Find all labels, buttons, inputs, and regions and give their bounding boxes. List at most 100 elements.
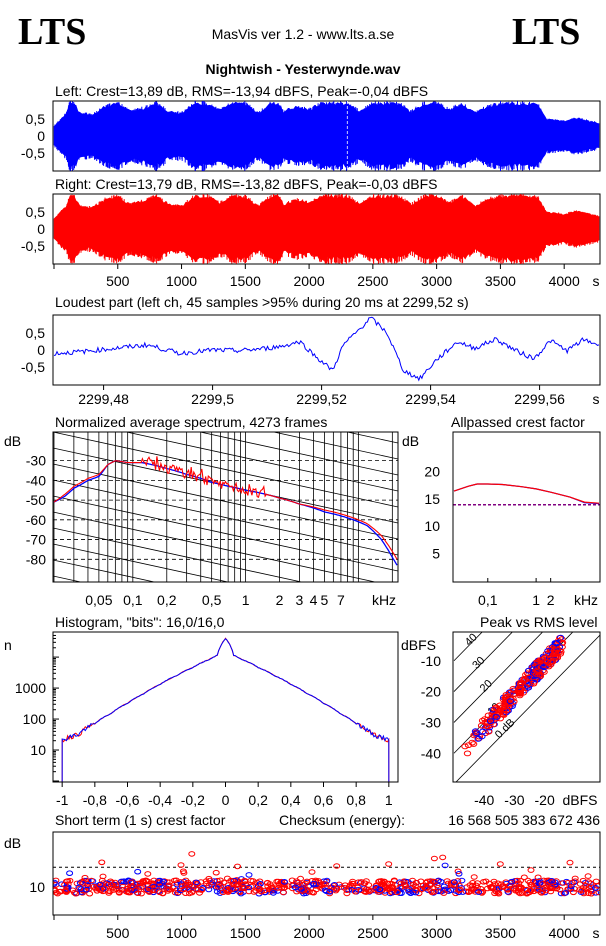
spectrum-plot: -30 -40 -50 -60 -70 -80 0,05 0,1 0,2 0,5 1 2 3 4 5 7 k… xyxy=(26,431,399,715)
x-tick-label: 4000 xyxy=(549,273,580,289)
x-tick-label: 1500 xyxy=(230,925,261,941)
spectrum-slope-line xyxy=(53,640,398,715)
x-tick-label: 3500 xyxy=(485,925,516,941)
x-unit: s xyxy=(593,391,600,407)
crest-point xyxy=(159,878,167,885)
crest-point xyxy=(548,878,556,884)
x-tick-label: 3000 xyxy=(421,925,452,941)
crest-point xyxy=(539,886,547,892)
spectrum-slope-line xyxy=(53,527,304,582)
lts-logo-left: LTS xyxy=(18,11,86,53)
x-tick-label: 2299,54 xyxy=(405,391,456,407)
left-waveform-frame xyxy=(52,100,601,172)
spectrum-slope-line xyxy=(53,511,377,582)
crest-point xyxy=(559,880,567,886)
peak-rms-point xyxy=(536,671,544,678)
crest-point xyxy=(295,879,303,886)
crest-point xyxy=(234,863,241,870)
crest-point xyxy=(245,888,253,895)
crest-point xyxy=(303,878,311,885)
crest-point xyxy=(188,889,196,896)
x-tick-label: 500 xyxy=(106,273,130,289)
x-tick-label: 1500 xyxy=(230,273,261,289)
spectrum-slope-line xyxy=(53,463,398,540)
x-tick-label: 2 xyxy=(547,592,555,608)
crest-point xyxy=(180,870,188,876)
peak-rms-point xyxy=(502,707,511,714)
peak-rms-point xyxy=(517,681,525,688)
crest-point xyxy=(576,881,584,887)
crest-point xyxy=(494,880,502,887)
y-tick: -0,5 xyxy=(21,145,45,161)
x-tick-label: 2 xyxy=(276,592,284,608)
x-tick-label: -0,4 xyxy=(148,792,172,808)
crest-point xyxy=(534,874,542,881)
crest-point xyxy=(77,886,85,892)
crest-point xyxy=(90,883,98,890)
crest-point xyxy=(240,884,248,891)
crest-point xyxy=(405,889,413,895)
short-term-frame xyxy=(52,831,601,916)
crest-point xyxy=(360,880,368,886)
crest-point xyxy=(584,873,592,879)
x-tick-label: kHz xyxy=(574,592,598,608)
spectrum-title: Normalized average spectrum, 4273 frames xyxy=(55,414,327,430)
crest-point xyxy=(144,871,152,877)
peak-rms-point xyxy=(464,742,473,748)
peak-rms-point xyxy=(540,664,548,671)
crest-point xyxy=(462,888,470,895)
short-term-plot: 10 500 1000 1500 2000 2500 3000 3500 4000 s xyxy=(29,831,601,941)
x-tick-label: 4 xyxy=(310,592,318,608)
diagonal-label: 0 dB xyxy=(493,717,517,741)
x-tick-label: 3500 xyxy=(485,273,516,289)
y-tick-label: -40 xyxy=(26,472,46,488)
x-tick-label: -40 xyxy=(474,792,494,808)
crest-point xyxy=(188,883,196,889)
crest-point xyxy=(61,882,69,888)
peak-rms-point xyxy=(532,671,541,678)
crest-point xyxy=(205,886,213,893)
histogram-series-line xyxy=(61,638,390,782)
peak-rms-point xyxy=(472,730,480,737)
crest-point xyxy=(343,887,351,894)
y-tick: 0 xyxy=(37,221,45,237)
crest-point xyxy=(275,882,283,889)
crest-point xyxy=(515,880,523,887)
peak-rms-point xyxy=(534,658,542,665)
y-tick-label: 1000 xyxy=(15,680,46,696)
crest-point xyxy=(87,877,95,884)
crest-point xyxy=(159,890,167,897)
crest-point xyxy=(143,878,151,884)
crest-point xyxy=(409,889,417,896)
crest-point xyxy=(428,889,436,896)
crest-point xyxy=(379,880,386,886)
crest-point xyxy=(134,868,142,875)
crest-point xyxy=(66,870,74,877)
crest-diagonal-line xyxy=(453,632,483,662)
x-tick-label: 2000 xyxy=(294,273,325,289)
peak-rms-point xyxy=(517,679,525,686)
allpassed-title: Allpassed crest factor xyxy=(451,414,585,430)
crest-point xyxy=(220,879,228,886)
crest-point xyxy=(455,871,463,877)
crest-point xyxy=(581,880,589,886)
crest-point xyxy=(588,888,596,895)
crest-point xyxy=(323,888,330,895)
crest-point xyxy=(214,884,222,890)
crest-point xyxy=(519,890,526,896)
crest-point xyxy=(150,877,158,884)
x-tick-label: 7 xyxy=(337,592,345,608)
file-title: Nightwish - Yesterwynde.wav xyxy=(205,61,400,77)
diagonal-label: 20 xyxy=(478,678,495,695)
crest-point xyxy=(585,879,592,885)
crest-point xyxy=(584,890,592,897)
peak-rms-point xyxy=(524,683,532,689)
x-tick-label: 1000 xyxy=(166,273,197,289)
crest-point xyxy=(234,881,242,887)
crest-point xyxy=(508,878,516,885)
crest-point xyxy=(53,877,60,884)
crest-point xyxy=(231,877,239,884)
x-tick-label: 1 xyxy=(242,592,250,608)
crest-point xyxy=(249,878,257,884)
x-tick-label: -1 xyxy=(56,792,69,808)
